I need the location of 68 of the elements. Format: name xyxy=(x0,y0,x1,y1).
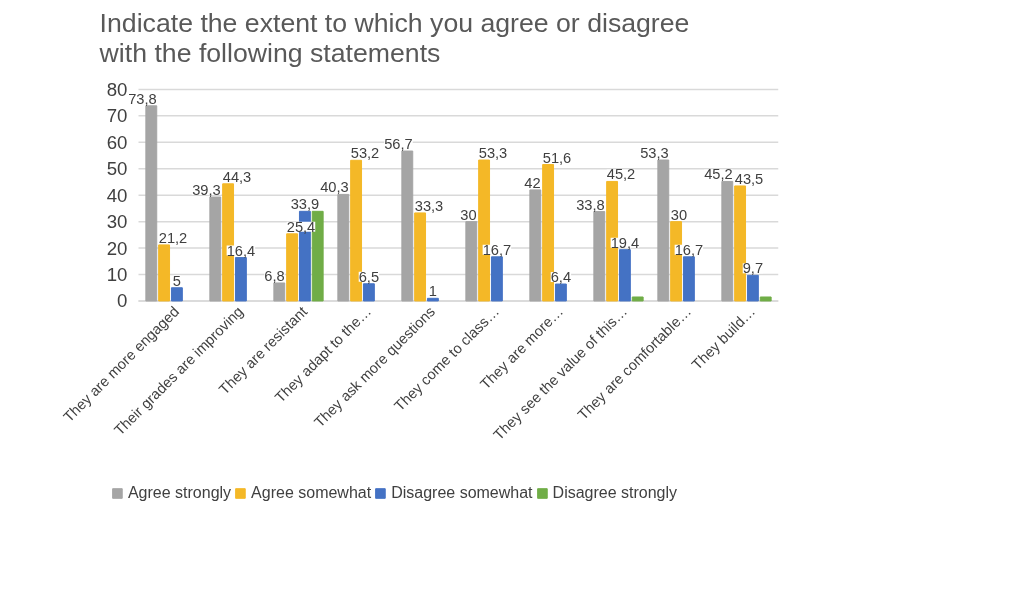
bar xyxy=(337,193,350,302)
data-label: 6,8 xyxy=(264,267,285,284)
data-label: 30 xyxy=(460,206,477,223)
bar xyxy=(554,283,567,302)
y-tick-label: 0 xyxy=(117,290,128,312)
bar xyxy=(273,282,286,302)
bar xyxy=(618,249,631,302)
bar xyxy=(721,180,734,302)
bar xyxy=(465,221,478,302)
data-label: 73,8 xyxy=(128,90,157,107)
bar xyxy=(286,233,299,302)
data-label: 39,3 xyxy=(192,182,221,199)
legend-label: Agree strongly xyxy=(127,484,232,502)
bar xyxy=(682,256,695,302)
data-label: 33,3 xyxy=(414,197,444,214)
y-tick-label: 10 xyxy=(106,264,128,286)
bar xyxy=(759,296,772,302)
bar xyxy=(529,189,542,302)
data-label: 43,5 xyxy=(734,170,764,187)
y-tick-label: 50 xyxy=(106,158,128,180)
data-label: 25,4 xyxy=(286,218,316,235)
data-label: 30 xyxy=(670,206,688,223)
data-label: 51,6 xyxy=(542,149,572,166)
bar xyxy=(234,257,247,302)
bar xyxy=(490,256,503,302)
y-tick-label: 60 xyxy=(106,131,128,153)
bar xyxy=(426,297,439,302)
data-label: 9,7 xyxy=(742,260,764,277)
bar xyxy=(170,287,183,302)
data-label: 40,3 xyxy=(320,179,349,196)
y-tick-label: 40 xyxy=(106,184,128,206)
data-label: 53,2 xyxy=(350,145,380,162)
data-label: 53,3 xyxy=(478,145,508,162)
data-label: 16,4 xyxy=(226,242,256,259)
bar xyxy=(145,105,158,302)
legend-label: Disagree strongly xyxy=(552,484,678,502)
data-label: 16,7 xyxy=(674,241,704,258)
data-label: 5 xyxy=(172,272,181,289)
data-label: 6,5 xyxy=(358,268,380,285)
bar xyxy=(593,211,606,302)
data-label: 6,4 xyxy=(550,269,572,286)
bar xyxy=(414,212,427,302)
data-label: 19,4 xyxy=(610,234,640,251)
bar xyxy=(401,150,414,302)
bar xyxy=(209,196,222,302)
data-label: 56,7 xyxy=(384,136,413,153)
y-tick-label: 20 xyxy=(106,237,128,259)
data-label: 53,3 xyxy=(640,145,669,162)
data-label: 33,8 xyxy=(576,196,605,213)
bar xyxy=(746,274,759,302)
legend-label: Agree somewhat xyxy=(251,484,372,502)
data-label: 45,2 xyxy=(704,166,733,183)
chart-title: Indicate the extent to which you agree or disagree with the following statements xyxy=(98,7,690,68)
y-tick-label: 70 xyxy=(106,105,128,127)
y-tick-label: 30 xyxy=(106,211,128,233)
data-label: 21,2 xyxy=(158,229,188,246)
data-label: 33,9 xyxy=(290,196,320,213)
legend-label: Disagree somewhat xyxy=(391,484,533,502)
data-label: 1 xyxy=(428,283,437,300)
bar xyxy=(158,244,171,302)
data-label: 45,2 xyxy=(606,166,636,183)
y-tick-label: 80 xyxy=(106,78,128,100)
data-label: 44,3 xyxy=(222,168,252,185)
data-label: 16,7 xyxy=(482,241,512,258)
bar xyxy=(657,159,670,302)
bar xyxy=(631,296,644,302)
bar xyxy=(362,283,375,302)
data-label: 42 xyxy=(524,174,541,191)
